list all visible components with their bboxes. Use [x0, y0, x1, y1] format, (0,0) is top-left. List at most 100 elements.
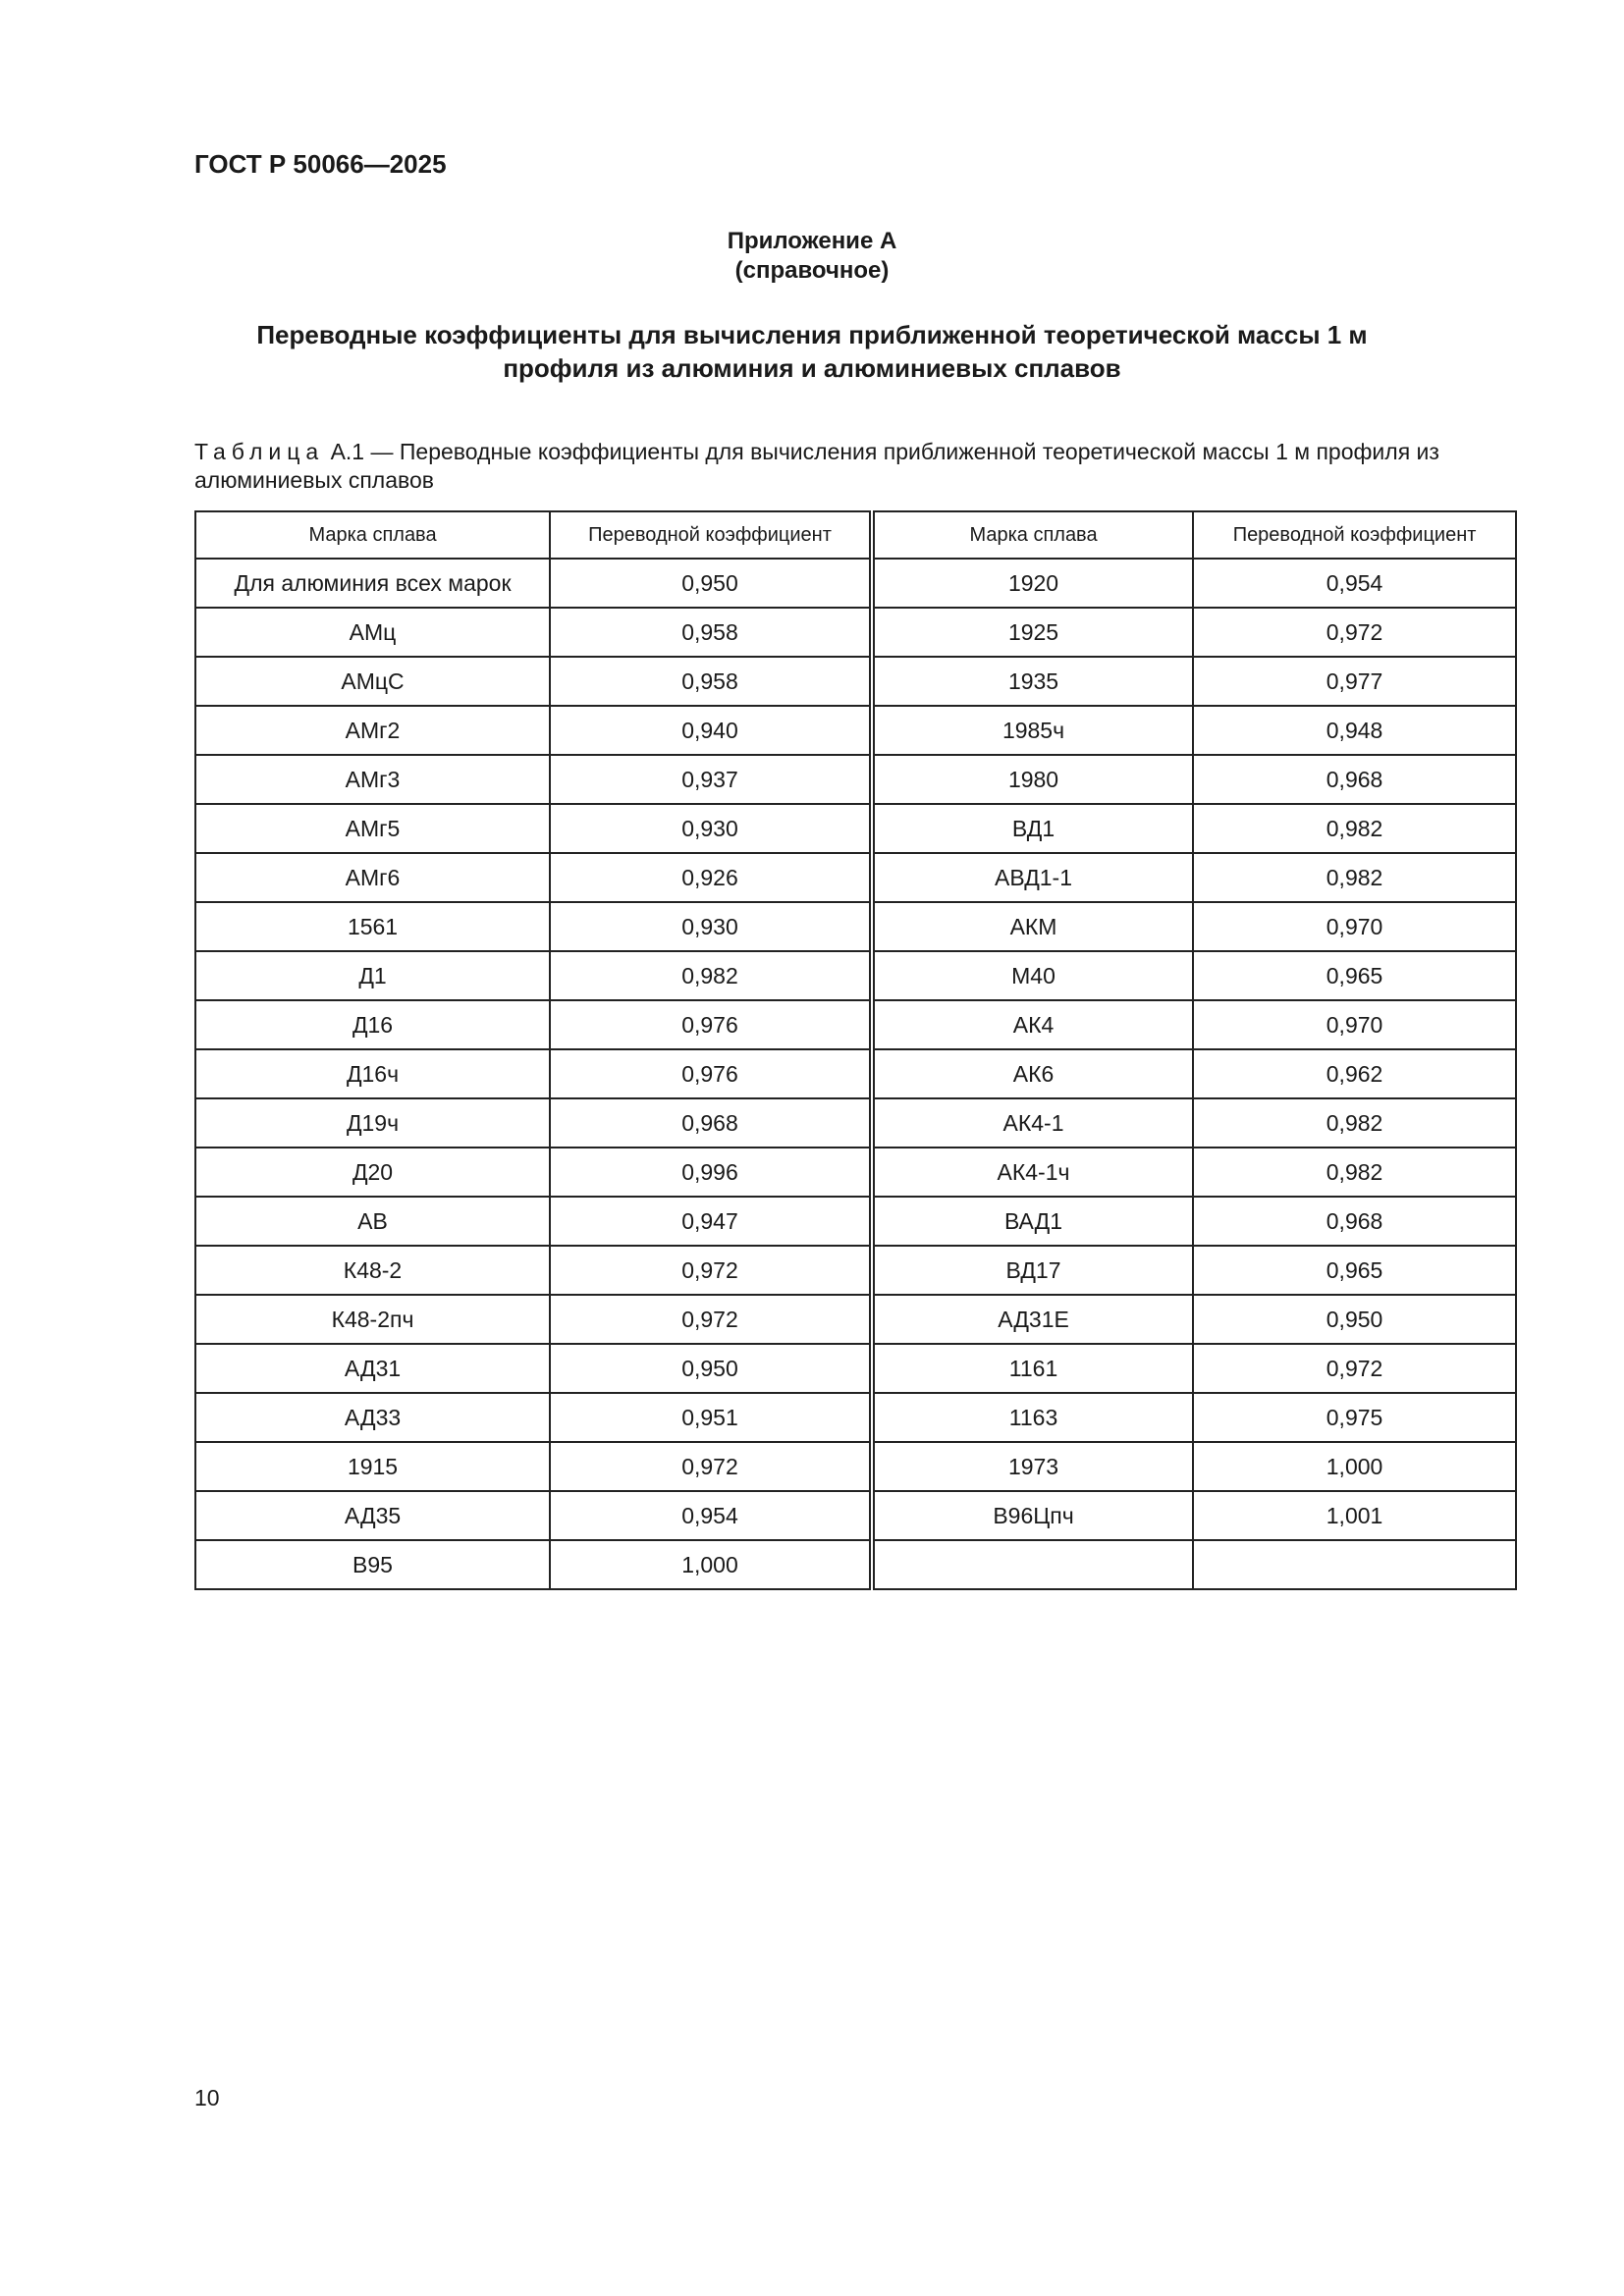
table-cell: АК4-1: [868, 1097, 1195, 1148]
table-cell: АМг3: [193, 754, 552, 805]
table-cell: 1561: [193, 901, 552, 952]
appendix-kind: (справочное): [734, 257, 890, 284]
table-cell: АД35: [193, 1490, 552, 1541]
table-row: АД33 0,951 1163 0,975: [193, 1392, 1517, 1443]
table-cell: 1985ч: [868, 705, 1195, 756]
table-cell: АКМ: [868, 901, 1195, 952]
table-cell: К48-2пч: [193, 1294, 552, 1345]
table-row: 1915 0,972 1973 1,000: [193, 1441, 1517, 1492]
table-cell: 0,977: [1192, 656, 1517, 707]
table-cell: 1973: [868, 1441, 1195, 1492]
table-cell: 1920: [868, 558, 1195, 609]
table-cell: АВ: [193, 1196, 552, 1247]
table-cell: К48-2: [193, 1245, 552, 1296]
table-body: Для алюминия всех марок 0,950 1920 0,954 АМц…: [193, 558, 1517, 1590]
table-cell: 0,948: [1192, 705, 1517, 756]
table-cell: АМц: [193, 607, 552, 658]
table-cell: 0,937: [549, 754, 873, 805]
table-cell: 0,968: [1192, 1196, 1517, 1247]
table-cell: 0,968: [549, 1097, 873, 1148]
table-cell: 1915: [193, 1441, 552, 1492]
table-cell: 0,982: [1192, 1097, 1517, 1148]
table-cell: 0,926: [549, 852, 873, 903]
header-cell: Переводной коэффициент: [1192, 510, 1517, 560]
table-cell: 0,972: [549, 1441, 873, 1492]
table-cell: 0,965: [1192, 1245, 1517, 1296]
table-cell: АМг5: [193, 803, 552, 854]
table-cell: 0,970: [1192, 999, 1517, 1050]
page-number: 10: [194, 2085, 220, 2110]
table-row: АМг2 0,940 1985ч 0,948: [193, 705, 1517, 756]
table-cell: 0,930: [549, 901, 873, 952]
table-cell: 1,000: [549, 1539, 873, 1590]
header-cell: Марка сплава: [193, 510, 552, 560]
table-row: Д20 0,996 АК4-1ч 0,982: [193, 1147, 1517, 1198]
table-cell: 0,976: [549, 999, 873, 1050]
heading-line: профиля из алюминия и алюминиевых сплаво…: [503, 353, 1121, 383]
table-cell: Для алюминия всех марок: [193, 558, 552, 609]
table-row: Для алюминия всех марок 0,950 1920 0,954: [193, 558, 1517, 609]
table-cell: 0,970: [1192, 901, 1517, 952]
table-cell: 0,982: [1192, 1147, 1517, 1198]
table-cell: 1935: [868, 656, 1195, 707]
table-cell: 0,975: [1192, 1392, 1517, 1443]
table-cell: 0,972: [1192, 1343, 1517, 1394]
table-caption: Таблица А.1 — Переводные коэффициенты дл…: [194, 438, 1530, 495]
table-cell: 0,996: [549, 1147, 873, 1198]
table-cell: АД33: [193, 1392, 552, 1443]
table-cell: В96Цпч: [868, 1490, 1195, 1541]
table-cell: 0,968: [1192, 754, 1517, 805]
table-cell: 0,958: [549, 656, 873, 707]
table-cell: 0,962: [1192, 1048, 1517, 1099]
table-row: АМц 0,958 1925 0,972: [193, 607, 1517, 658]
table-cell: В95: [193, 1539, 552, 1590]
table-cell: 1163: [868, 1392, 1195, 1443]
table-cell: 0,930: [549, 803, 873, 854]
header-cell: Переводной коэффициент: [549, 510, 873, 560]
table-row: В95 1,000: [193, 1539, 1517, 1590]
table-cell: 0,954: [549, 1490, 873, 1541]
doc-header: ГОСТ Р 50066—2025: [194, 149, 447, 179]
table-cell: АК4: [868, 999, 1195, 1050]
table-cell: 0,976: [549, 1048, 873, 1099]
table-cell: Д16: [193, 999, 552, 1050]
table-cell: 0,950: [549, 558, 873, 609]
table: Марка сплава Переводной коэффициент Марка …: [193, 510, 1517, 1590]
table-row: АВ 0,947 ВАД1 0,968: [193, 1196, 1517, 1247]
table-cell: АК6: [868, 1048, 1195, 1099]
table-cell: 1980: [868, 754, 1195, 805]
table-row: Д1 0,982 М40 0,965: [193, 950, 1517, 1001]
table-cell: 0,972: [549, 1294, 873, 1345]
table-cell: АВД1-1: [868, 852, 1195, 903]
table-row: Д16 0,976 АК4 0,970: [193, 999, 1517, 1050]
table-cell: 0,951: [549, 1392, 873, 1443]
table-cell: АД31: [193, 1343, 552, 1394]
table-row: К48-2 0,972 ВД17 0,965: [193, 1245, 1517, 1296]
heading-line: Переводные коэффициенты для вычисления п…: [256, 320, 1368, 349]
table-cell: ВД17: [868, 1245, 1195, 1296]
table-row: К48-2пч 0,972 АД31Е 0,950: [193, 1294, 1517, 1345]
table-cell: АК4-1ч: [868, 1147, 1195, 1198]
empty-cell: [1192, 1539, 1517, 1590]
header-row: Марка сплава Переводной коэффициент Марка …: [193, 510, 1517, 560]
table-cell: 0,950: [1192, 1294, 1517, 1345]
table-cell: 0,982: [549, 950, 873, 1001]
table-row: Д16ч 0,976 АК6 0,962: [193, 1048, 1517, 1099]
table-cell: АМцС: [193, 656, 552, 707]
table-row: АД35 0,954 В96Цпч 1,001: [193, 1490, 1517, 1541]
table-cell: 1925: [868, 607, 1195, 658]
table-cell: Д20: [193, 1147, 552, 1198]
appendix-title: Приложение А: [727, 228, 897, 254]
table-cell: 1161: [868, 1343, 1195, 1394]
table-cell: 0,972: [1192, 607, 1517, 658]
table-cell: 0,972: [549, 1245, 873, 1296]
table-row: АМг6 0,926 АВД1-1 0,982: [193, 852, 1517, 903]
table-cell: 0,947: [549, 1196, 873, 1247]
table-cell: АМг6: [193, 852, 552, 903]
table-cell: 0,965: [1192, 950, 1517, 1001]
table-cell: 0,940: [549, 705, 873, 756]
table-row: 1561 0,930 АКМ 0,970: [193, 901, 1517, 952]
table-row: АМг3 0,937 1980 0,968: [193, 754, 1517, 805]
table-row: АД31 0,950 1161 0,972: [193, 1343, 1517, 1394]
table-cell: Д19ч: [193, 1097, 552, 1148]
